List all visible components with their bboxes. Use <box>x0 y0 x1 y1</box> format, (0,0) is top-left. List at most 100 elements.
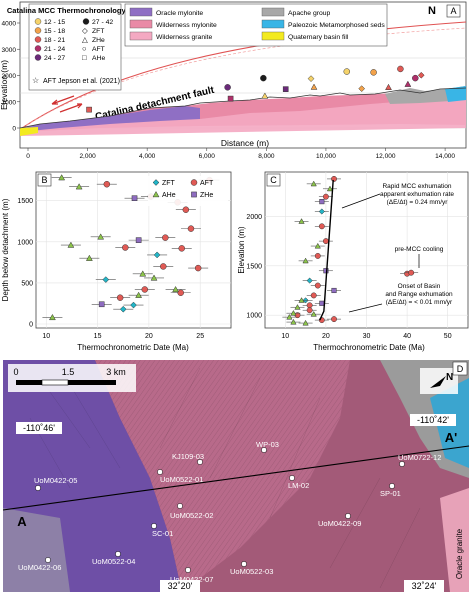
annotation-rapid-3: (ΔE/Δt) = 0.24 mm/yr <box>387 199 449 206</box>
legend-marker-ahe <box>152 190 160 198</box>
sample-site-dot[interactable] <box>197 459 203 465</box>
sample-site-dot[interactable] <box>177 503 183 509</box>
point-ahe <box>302 319 309 326</box>
point-ahe <box>139 270 147 277</box>
sample-site-label: SP-01 <box>380 489 401 498</box>
age-legend-items: 12 - 15 15 - 18 18 - 21 21 - 24 24 - 27 27 - … <box>34 18 113 62</box>
mylonite-foliation-pattern <box>95 360 350 592</box>
sample-site-label: UoM0522-04 <box>92 557 135 566</box>
sample-site-label: SC-01 <box>152 529 173 538</box>
sample-site-dot[interactable] <box>345 513 351 519</box>
endpoint-a: A <box>17 514 27 529</box>
y-tick-label: 500 <box>21 280 33 287</box>
point-ahe <box>172 285 180 293</box>
coord-north: 32˚24' <box>412 581 437 591</box>
panel-c-letter-box <box>266 173 281 187</box>
point-ahe <box>67 241 75 248</box>
age-swatch <box>34 54 42 61</box>
unit-swatch <box>261 19 285 29</box>
sample-site-dot[interactable] <box>115 551 121 557</box>
section-sample-aft <box>397 65 404 73</box>
panel-c-trend-line <box>319 179 334 321</box>
scale-seg-2 <box>41 379 69 386</box>
point-aft <box>141 286 149 293</box>
scale-label-end: 3 km <box>106 367 126 377</box>
age-legend-title: Catalina MCC Thermochronology (Ma) <box>7 6 144 15</box>
x-tick-label: 50 <box>444 333 452 340</box>
point-aft <box>177 289 184 297</box>
legend-marker-aft <box>190 179 198 186</box>
point-zft <box>318 208 325 215</box>
x-tick-label: 15 <box>94 333 102 340</box>
section-sample-ahe <box>261 92 269 99</box>
point-aft <box>306 302 313 309</box>
sample-site-dot[interactable] <box>389 483 395 489</box>
quaternary-fill-body <box>20 127 38 136</box>
point-zhe <box>131 195 138 201</box>
wilderness-granite-body <box>20 99 466 136</box>
panel-a: 0 1000 2000 3000 4000 Elevation (m) 0 2,000 4,… <box>0 1 467 160</box>
sample-site-dot[interactable] <box>157 469 163 475</box>
annotation-onset-1: Onset of Basin <box>398 283 441 290</box>
north-arrow-icon: N <box>420 368 458 394</box>
y-tick-label: 4000 <box>2 21 17 28</box>
x-tick-label: 6,000 <box>199 153 216 160</box>
point-aft <box>103 180 111 188</box>
unit-label: Oracle mylonite <box>156 10 203 17</box>
panel-a-y-ticks: 0 1000 2000 3000 4000 <box>2 21 20 133</box>
sample-site-dot[interactable] <box>35 485 41 491</box>
panel-a-x-label: Distance (m) <box>221 138 269 148</box>
point-zhe <box>331 287 337 294</box>
sample-site-dot[interactable] <box>289 475 295 481</box>
point-aft <box>116 294 124 301</box>
unit-swatch <box>261 7 285 17</box>
x-tick-label: 25 <box>196 333 204 340</box>
scale-label-0: 0 <box>13 367 18 377</box>
panel-d-letter-box <box>452 361 468 376</box>
paleozoic-seds-body <box>445 86 466 102</box>
section-sample-zhe <box>86 106 92 113</box>
panel-b-y-label: Depth below detachment (m) <box>1 198 10 301</box>
method-glyph-icon: ◇ <box>82 26 89 35</box>
sample-site-dot[interactable] <box>261 447 267 453</box>
section-sample-zft <box>358 85 366 92</box>
point-aft <box>408 269 415 276</box>
section-sample-aft <box>370 69 377 76</box>
age-swatch <box>34 36 42 43</box>
coord-box-south <box>160 580 200 592</box>
oracle-granite-zone <box>440 488 469 592</box>
terrain-lineations <box>29 367 421 589</box>
sample-site-dot[interactable] <box>399 461 405 467</box>
sample-site-dot[interactable] <box>151 523 157 529</box>
scale-label-mid: 1.5 <box>62 367 75 377</box>
panel-d-map: A A' 0 1.5 3 km N D -110˚46' -110˚42' 32… <box>2 360 470 592</box>
point-zft <box>102 276 110 283</box>
panel-b-x-label: Thermochronometric Date (Ma) <box>77 343 189 352</box>
scale-seg-3 <box>68 380 116 385</box>
section-sample-zft <box>417 71 425 79</box>
method-glyph-icon: □ <box>82 53 87 62</box>
x-tick-label: 8,000 <box>258 153 275 160</box>
annotation-rapid-arrow <box>341 193 381 209</box>
legend-label: ZHe <box>200 192 213 199</box>
shear-arrow-top <box>51 95 75 105</box>
y-tick-label: 1500 <box>17 198 33 205</box>
x-tick-label: 10,000 <box>316 153 336 160</box>
sample-site-dot[interactable] <box>241 561 247 567</box>
section-sample-aft <box>412 74 419 82</box>
y-tick-label: 3000 <box>2 47 17 54</box>
panel-c-grid <box>265 172 468 328</box>
unit-legend <box>124 3 388 47</box>
method-label: ZHe <box>92 37 105 44</box>
shear-arrow-bottom <box>59 103 83 113</box>
x-tick-label: 4,000 <box>139 153 156 160</box>
sample-site-label: UoM0422-05 <box>34 476 77 485</box>
sample-site-dot[interactable] <box>185 567 191 573</box>
coord-east: -110˚42' <box>417 415 449 425</box>
unit-swatch <box>261 31 285 41</box>
method-label: AHe <box>92 55 105 62</box>
x-tick-label: 0 <box>26 153 30 160</box>
sample-site-dot[interactable] <box>45 557 51 563</box>
sample-site-label: UoM0522-01 <box>160 475 203 484</box>
method-glyph-icon: ○ <box>82 44 87 53</box>
